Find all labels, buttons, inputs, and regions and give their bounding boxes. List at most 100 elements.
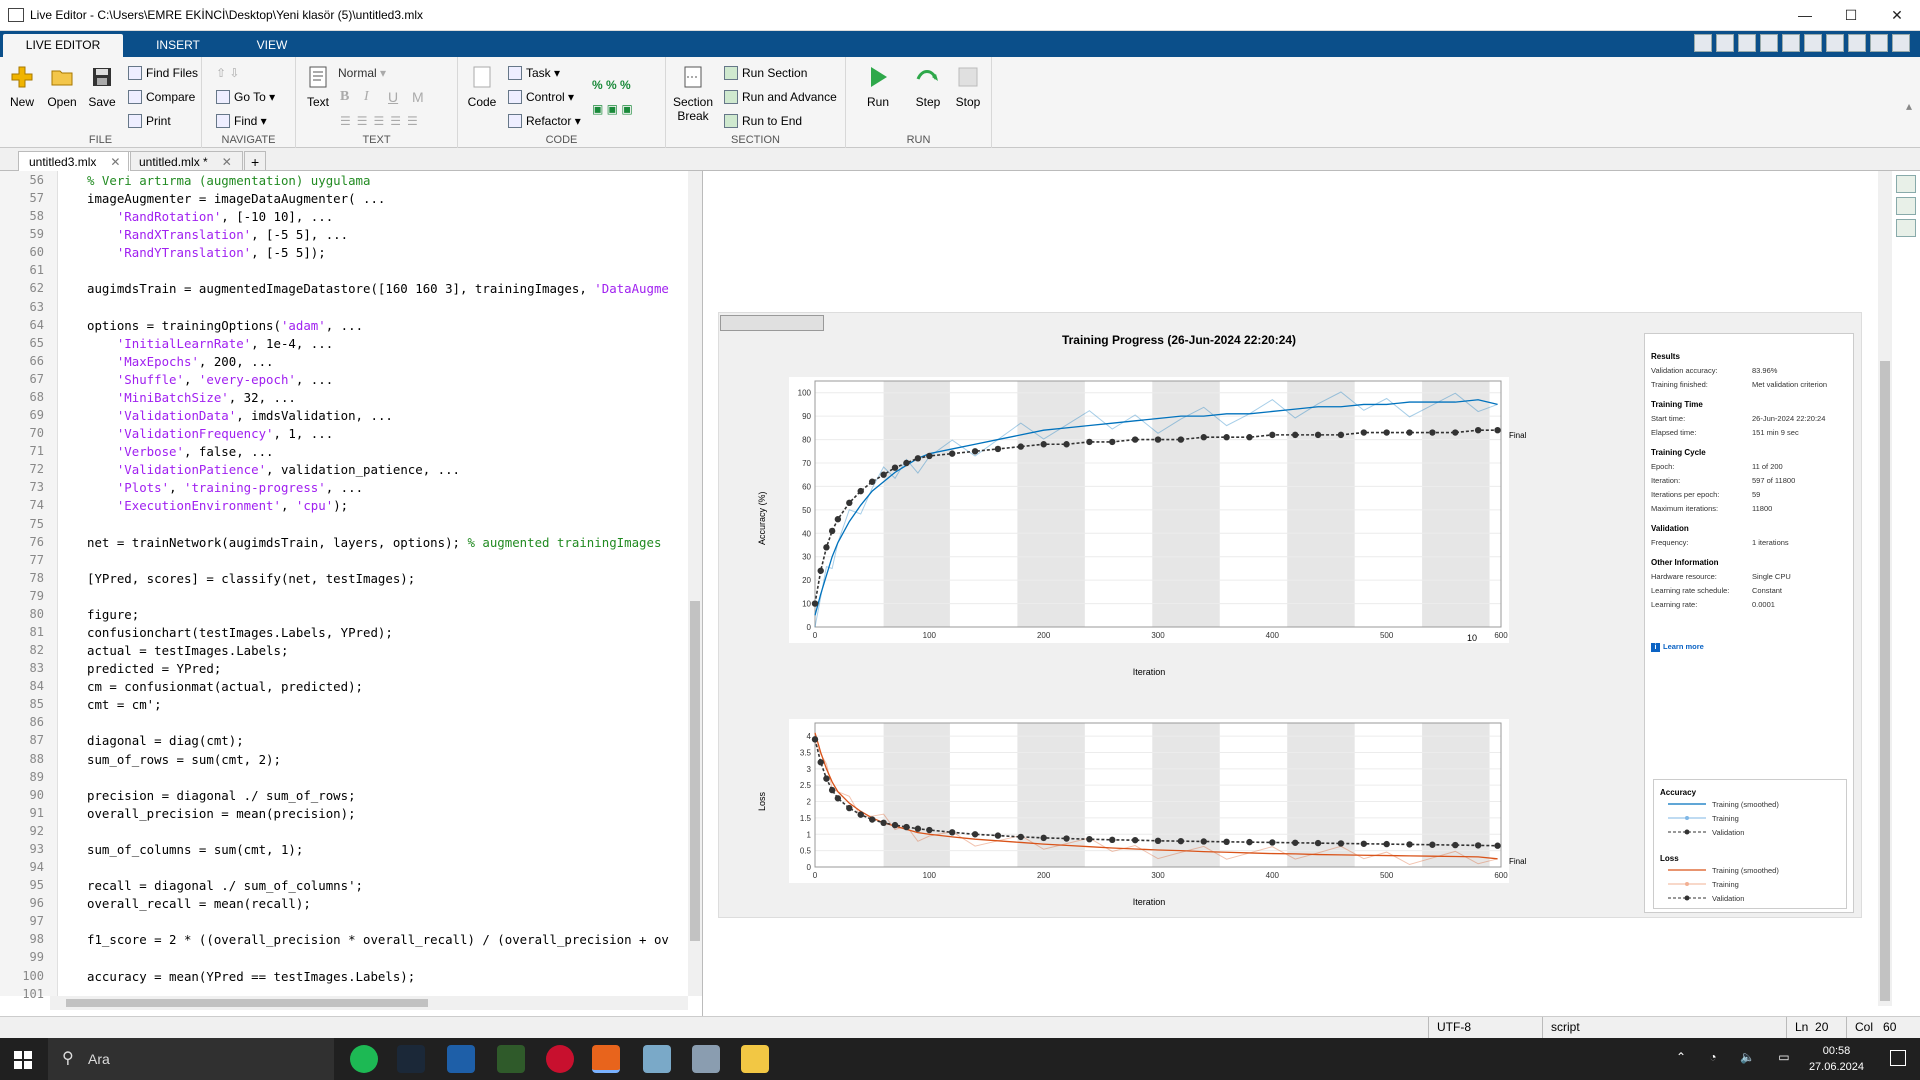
stop-button[interactable]: Stop: [948, 65, 988, 109]
output-right-icon[interactable]: [1896, 175, 1916, 193]
minimize-button[interactable]: —: [1798, 7, 1812, 23]
output-vertical-scrollbar[interactable]: [1878, 171, 1892, 1006]
output-hide-icon[interactable]: [1896, 219, 1916, 237]
code-line[interactable]: accuracy = mean(YPred == testImages.Labe…: [87, 969, 415, 984]
code-line[interactable]: recall = diagonal ./ sum_of_columns';: [87, 878, 363, 893]
undo-icon[interactable]: [1782, 34, 1800, 52]
switch-windows-icon[interactable]: [1826, 34, 1844, 52]
code-line[interactable]: 'Shuffle', 'every-epoch', ...: [87, 372, 333, 387]
scrollbar-thumb[interactable]: [1880, 361, 1890, 1001]
monospace-button[interactable]: M: [412, 89, 424, 105]
taskbar-clock[interactable]: 00:58 27.06.2024: [1809, 1043, 1864, 1075]
code-line[interactable]: predicted = YPred;: [87, 661, 221, 676]
italic-button[interactable]: I: [364, 89, 369, 104]
code-line[interactable]: 'InitialLearnRate', 1e-4, ...: [87, 336, 333, 351]
indent-icons[interactable]: ▣ ▣ ▣: [592, 102, 633, 116]
maximize-button[interactable]: ☐: [1844, 7, 1858, 23]
goto-button[interactable]: Go To ▾: [216, 87, 275, 107]
expand-icon[interactable]: [1892, 34, 1910, 52]
code-line[interactable]: actual = testImages.Labels;: [87, 643, 288, 658]
video-app-icon[interactable]: [447, 1045, 475, 1073]
code-line[interactable]: 'ValidationPatience', validation_patienc…: [87, 462, 460, 477]
control-button[interactable]: Control ▾: [508, 87, 574, 107]
list-align-icons[interactable]: ☰☰☰☰☰: [340, 114, 424, 128]
text-style-dropdown[interactable]: Normal ▾: [338, 66, 387, 80]
matlab-icon[interactable]: [592, 1045, 620, 1073]
tab-view[interactable]: VIEW: [256, 38, 288, 52]
run-advance-button[interactable]: Run and Advance: [724, 87, 837, 107]
task-button[interactable]: Task ▾: [508, 63, 560, 83]
spotify-icon[interactable]: [350, 1045, 378, 1073]
underline-button[interactable]: U: [388, 89, 399, 105]
editor-app-icon[interactable]: [497, 1045, 525, 1073]
new-button[interactable]: New: [2, 65, 42, 109]
search-docs-icon[interactable]: [1848, 34, 1866, 52]
help-icon[interactable]: [1870, 34, 1888, 52]
close-tab-icon[interactable]: ✕: [110, 155, 121, 169]
cut-icon[interactable]: [1716, 34, 1734, 52]
scrollbar-thumb[interactable]: [690, 601, 700, 941]
tab-insert[interactable]: INSERT: [156, 38, 200, 52]
code-editor[interactable]: 56 57 58 59 60 61 62 63 64 65 66 67 68 69 70 71 72 73 74 75…: [0, 171, 703, 1016]
code-line[interactable]: options = trainingOptions('adam', ...: [87, 318, 363, 333]
output-inline-icon[interactable]: [1896, 197, 1916, 215]
code-line[interactable]: 'ValidationFrequency', 1, ...: [87, 426, 333, 441]
scrollbar-thumb[interactable]: [66, 999, 428, 1007]
back-forward-arrows-icon[interactable]: ⇧ ⇩: [216, 66, 240, 80]
code-line[interactable]: sum_of_rows = sum(cmt, 2);: [87, 752, 281, 767]
windows-start-icon[interactable]: [14, 1051, 32, 1069]
code-line[interactable]: sum_of_columns = sum(cmt, 1);: [87, 842, 303, 857]
find-files-button[interactable]: Find Files: [128, 63, 198, 83]
code-line[interactable]: 'ExecutionEnvironment', 'cpu');: [87, 498, 348, 513]
notepad-icon[interactable]: [643, 1045, 671, 1073]
code-line[interactable]: 'Verbose', false, ...: [87, 444, 274, 459]
notification-icon[interactable]: [1890, 1050, 1906, 1066]
code-line[interactable]: augimdsTrain = augmentedImageDatastore([…: [87, 281, 669, 296]
code-line[interactable]: 'MiniBatchSize', 32, ...: [87, 390, 296, 405]
compare-button[interactable]: Compare: [128, 87, 195, 107]
doc-tab-untitled3[interactable]: untitled3.mlx ✕: [18, 151, 132, 171]
code-line[interactable]: [YPred, scores] = classify(net, testImag…: [87, 571, 415, 586]
open-button[interactable]: Open: [42, 65, 82, 109]
code-line[interactable]: cmt = cm';: [87, 697, 162, 712]
close-button[interactable]: ✕: [1891, 7, 1903, 23]
steam-icon[interactable]: [397, 1045, 425, 1073]
tab-live-editor[interactable]: LIVE EDITOR: [3, 34, 123, 57]
print-button[interactable]: Print: [128, 111, 171, 131]
code-line[interactable]: overall_precision = mean(precision);: [87, 806, 356, 821]
code-line[interactable]: cm = confusionmat(actual, predicted);: [87, 679, 363, 694]
figure-toolbar[interactable]: [720, 315, 824, 331]
code-line[interactable]: net = trainNetwork(augimdsTrain, layers,…: [87, 535, 661, 550]
taskbar-search-box[interactable]: ⚲ Ara: [48, 1038, 334, 1080]
code-line[interactable]: precision = diagonal ./ sum_of_rows;: [87, 788, 356, 803]
run-section-button[interactable]: Run Section: [724, 63, 807, 83]
new-tab-plus-icon[interactable]: +: [244, 151, 267, 171]
code-line[interactable]: confusionchart(testImages.Labels, YPred)…: [87, 625, 393, 640]
code-line[interactable]: overall_recall = mean(recall);: [87, 896, 311, 911]
figure-window-icon[interactable]: [692, 1045, 720, 1073]
code-line[interactable]: % Veri artırma (augmentation) uygulama: [87, 173, 370, 188]
editor-horizontal-scrollbar[interactable]: [50, 996, 688, 1010]
file-explorer-icon[interactable]: [741, 1045, 769, 1073]
collapse-ribbon-icon[interactable]: ▴: [1905, 99, 1912, 113]
bold-button[interactable]: B: [340, 89, 350, 104]
editor-vertical-scrollbar[interactable]: [688, 171, 702, 996]
code-line[interactable]: 'Plots', 'training-progress', ...: [87, 480, 363, 495]
opera-icon[interactable]: [546, 1045, 574, 1073]
code-line[interactable]: 'RandXTranslation', [-5 5], ...: [87, 227, 348, 242]
comment-icons[interactable]: % % %: [592, 78, 631, 92]
code-line[interactable]: diagonal = diag(cmt);: [87, 733, 244, 748]
section-break-button[interactable]: Section Break: [670, 65, 716, 123]
learn-more-link[interactable]: i Learn more: [1651, 642, 1704, 652]
save-icon[interactable]: [1694, 34, 1712, 52]
run-button[interactable]: Run: [858, 65, 898, 109]
code-line[interactable]: 'RandYTranslation', [-5 5]);: [87, 245, 326, 260]
redo-icon[interactable]: [1804, 34, 1822, 52]
code-line[interactable]: 'RandRotation', [-10 10], ...: [87, 209, 333, 224]
run-to-end-button[interactable]: Run to End: [724, 111, 802, 131]
code-line[interactable]: 'MaxEpochs', 200, ...: [87, 354, 274, 369]
code-button[interactable]: Code: [462, 65, 502, 109]
code-line[interactable]: figure;: [87, 607, 139, 622]
refactor-button[interactable]: Refactor ▾: [508, 111, 581, 131]
doc-tab-untitled[interactable]: untitled.mlx * ✕: [128, 151, 243, 171]
